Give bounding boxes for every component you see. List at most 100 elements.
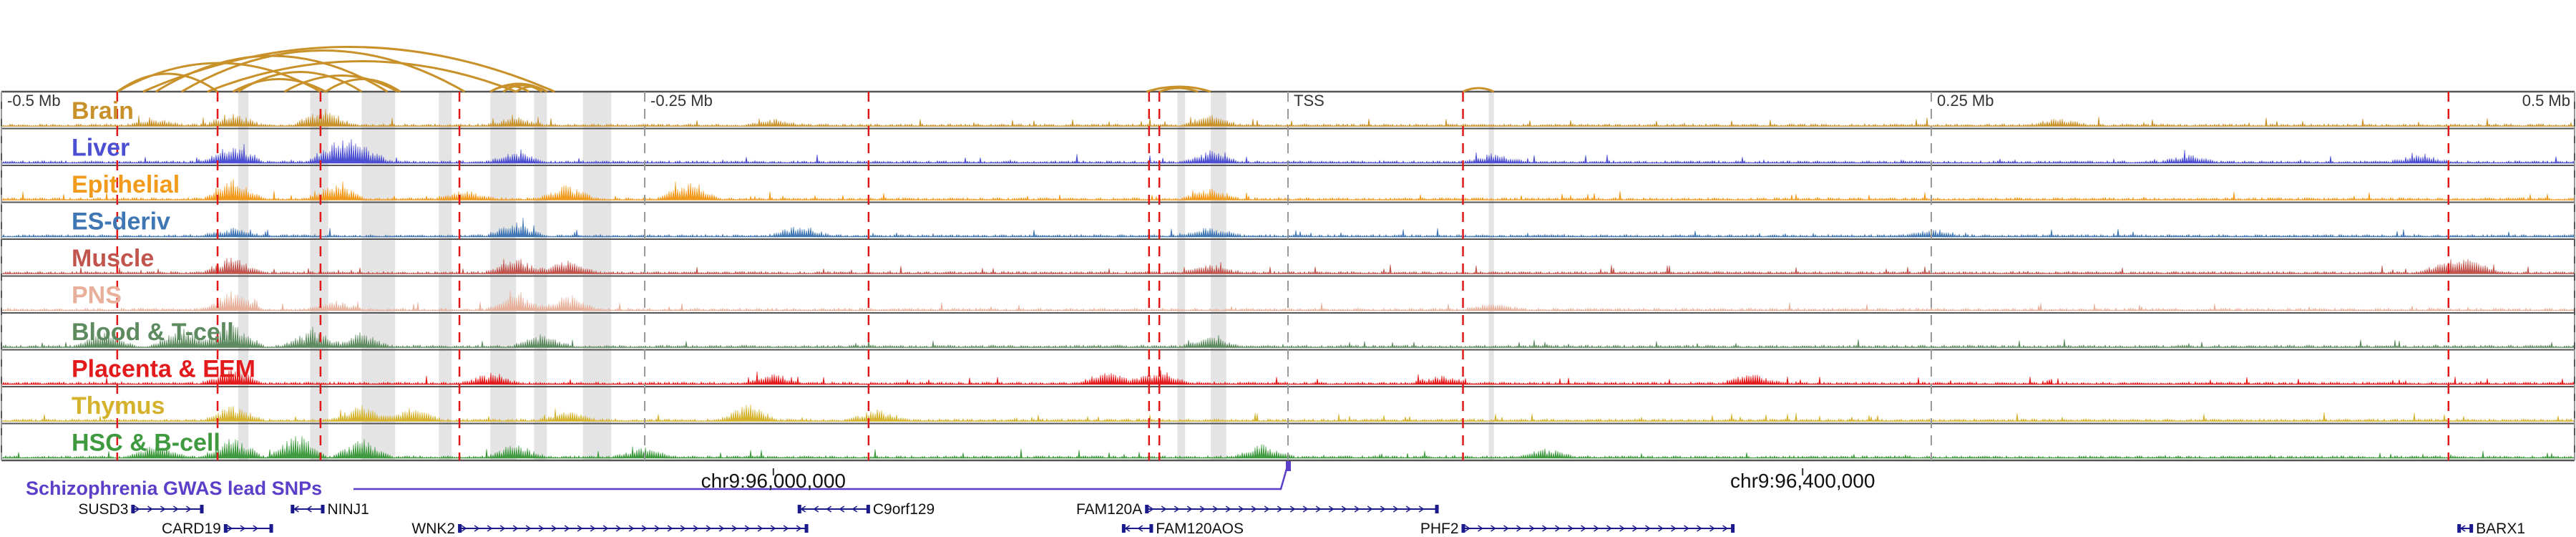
gene-strand-arrow [1619, 525, 1625, 532]
gene-exon [223, 524, 228, 533]
gene-exon [866, 505, 870, 513]
gene-exon [1121, 524, 1126, 533]
gene-strand-arrow [1341, 505, 1347, 513]
gene-strand-arrow [577, 525, 583, 532]
gene-strand-arrow [1328, 505, 1335, 513]
gene-strand-arrow [1529, 525, 1535, 532]
loop-arc [502, 84, 542, 93]
signal-track-6 [1, 325, 2575, 349]
track-label: Blood & T-cell [72, 319, 234, 346]
loop-arc [207, 60, 517, 93]
gene-exon [804, 524, 809, 533]
gwas-connector [353, 463, 1289, 490]
track-label: Placenta & EEM [72, 356, 255, 383]
track-label: Liver [72, 135, 130, 162]
gene-strand-arrow [474, 525, 480, 532]
gene-strand-arrow [1264, 505, 1270, 513]
gene-strand-arrow [1697, 525, 1702, 532]
gwas-track: Schizophrenia GWAS lead SNPs [26, 461, 1291, 499]
gene-label: PHF2 [1420, 521, 1459, 537]
gene-strand-arrow [667, 525, 673, 532]
gene-strand-arrow [1516, 525, 1522, 532]
gene-strand-arrow [227, 525, 233, 532]
gene-strand-arrow [461, 525, 467, 532]
gene-strand-arrow [1722, 525, 1728, 532]
gene-strand-arrow [1581, 525, 1586, 532]
gene-label: C9orf129 [873, 501, 935, 518]
coordinate-label: chr9:96,000,000 [701, 470, 846, 492]
gene-strand-arrow [1491, 525, 1496, 532]
axis-tick-label: -0.5 Mb [7, 92, 61, 110]
gene-strand-arrow [852, 505, 858, 513]
gene-strand-arrow [718, 525, 725, 532]
signal-track-4 [1, 257, 2575, 275]
chromatin-loops [116, 46, 1495, 93]
gene-strand-arrow [1238, 505, 1244, 513]
axis-tick-label: 0.25 Mb [1937, 92, 1994, 110]
track-labels: Brain Liver Epithelial ES-deriv Muscle PNS Blo… [72, 97, 255, 457]
gene-label: SUSD3 [78, 501, 128, 518]
gene-strand-arrow [1380, 505, 1386, 513]
track-label: Epithelial [72, 171, 180, 198]
gene-strand-arrow [160, 505, 166, 513]
gene-exon [1149, 524, 1153, 533]
gene-strand-arrow [551, 525, 557, 532]
gene-exon [291, 505, 295, 513]
gene-strand-arrow [1658, 525, 1664, 532]
gene-strand-arrow [1684, 525, 1689, 532]
gene-strand-arrow [1405, 505, 1412, 513]
gene-strand-arrow [1671, 525, 1677, 532]
gene-strand-arrow [693, 525, 699, 532]
track-label: ES-deriv [72, 208, 170, 236]
gene-exon [200, 505, 204, 513]
gene-strand-arrow [1503, 525, 1509, 532]
gene-strand-arrow [134, 505, 140, 513]
track-label: HSC & B-cell [72, 430, 220, 457]
track-label: Muscle [72, 245, 154, 272]
gene-strand-arrow [147, 505, 153, 513]
gene-strand-arrow [1465, 525, 1470, 532]
gene-strand-arrow [1186, 505, 1193, 513]
gene-strand-arrow [1302, 505, 1309, 513]
track-label: Brain [72, 97, 134, 125]
gene-strand-arrow [1568, 525, 1574, 532]
coordinate-label: chr9:96,400,000 [1730, 470, 1875, 492]
gene-strand-arrow [253, 525, 259, 532]
loop-arc [180, 49, 466, 93]
red-marker-lines [116, 92, 2450, 460]
gene-strand-arrow [1367, 505, 1373, 513]
gene-strand-arrow [1594, 525, 1599, 532]
axis-tick-label: TSS [1294, 92, 1324, 110]
gene-strand-arrow [641, 525, 648, 532]
gene-strand-arrow [1277, 505, 1283, 513]
gene-exon [131, 505, 135, 513]
gene-strand-arrow [499, 525, 506, 532]
gene-annotations: SUSD3 NINJ1 C9orf129 FAM120A CARD19 WNK2 FAM12… [78, 501, 2525, 537]
gene-exon [2469, 524, 2474, 533]
gene-strand-arrow [1289, 505, 1296, 513]
gene-strand-arrow [1418, 505, 1425, 513]
gene-strand-arrow [731, 525, 738, 532]
axis-tick-label: 0.5 Mb [2522, 92, 2570, 110]
gene-strand-arrow [615, 525, 622, 532]
gene-strand-arrow [1606, 525, 1612, 532]
gene-strand-arrow [1392, 505, 1399, 513]
gene-strand-arrow [770, 525, 776, 532]
gene-strand-arrow [813, 505, 819, 513]
loop-arc [116, 72, 218, 93]
signal-track-5 [1, 290, 2575, 312]
gene-strand-arrow [757, 525, 763, 532]
gene-strand-arrow [1555, 525, 1561, 532]
loop-arc [325, 78, 401, 93]
gene-exon [1145, 505, 1149, 513]
gene-strand-arrow [1315, 505, 1322, 513]
gene-exon [2457, 524, 2462, 533]
gene-strand-arrow [1709, 525, 1715, 532]
gwas-track-label: Schizophrenia GWAS lead SNPs [26, 478, 322, 499]
gwas-snp-mark [1286, 461, 1291, 471]
track-label: PNS [72, 282, 122, 309]
gene-strand-arrow [525, 525, 532, 532]
gene-strand-arrow [1478, 525, 1483, 532]
gene-strand-arrow [1212, 505, 1219, 513]
